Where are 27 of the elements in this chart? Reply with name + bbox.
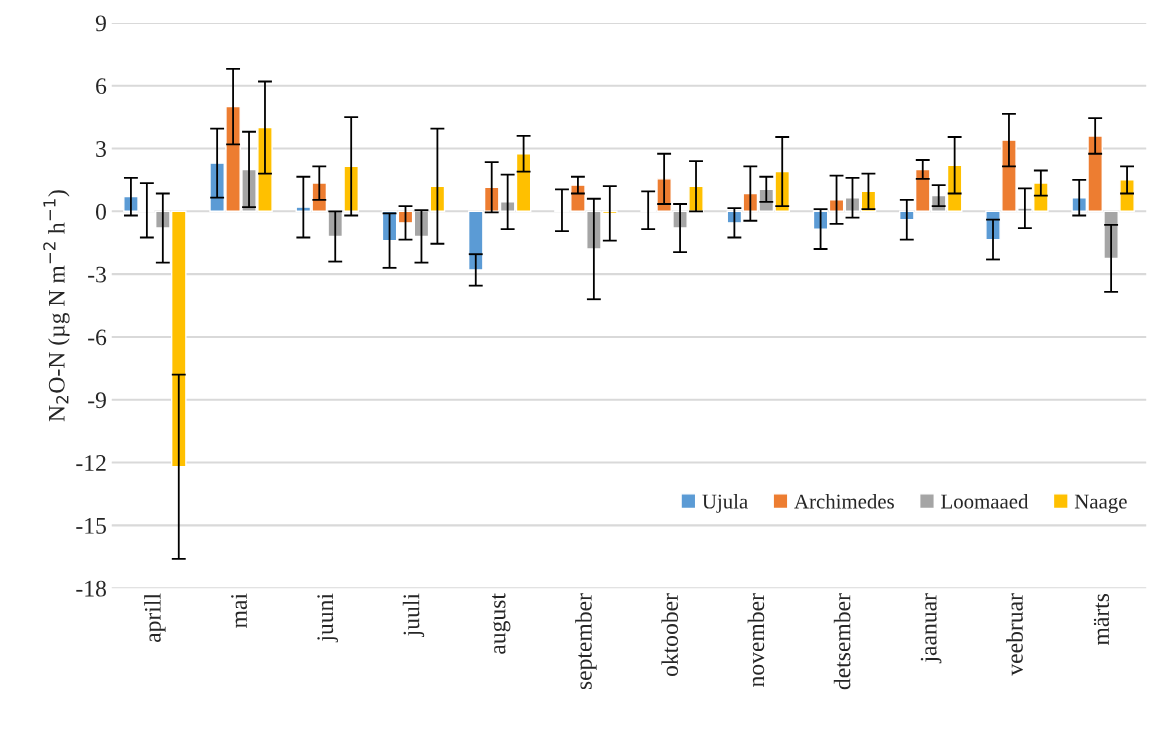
y-tick-label: -12 bbox=[76, 455, 106, 471]
x-tick-label: detsember bbox=[833, 593, 851, 690]
x-tick-label: november bbox=[747, 593, 765, 687]
legend-label: Naage bbox=[1074, 494, 1127, 513]
y-tick-label: 6 bbox=[96, 78, 107, 95]
x-tick-label: jaanuar bbox=[920, 593, 942, 664]
legend-label: Ujula bbox=[702, 493, 748, 513]
y-tick-label: 0 bbox=[95, 203, 106, 220]
x-tick-label: juuli bbox=[402, 593, 425, 638]
legend-label: Archimedes bbox=[794, 493, 894, 509]
y-tick-label: -3 bbox=[88, 266, 106, 283]
x-tick-label: mai bbox=[231, 593, 247, 628]
x-tick-label: aprill bbox=[144, 593, 166, 643]
x-tick-label: september bbox=[575, 593, 597, 690]
y-tick-label: -6 bbox=[88, 329, 107, 346]
y-tick-label: -9 bbox=[88, 392, 106, 409]
y-tick-label: -18 bbox=[76, 580, 106, 597]
y-tick-label: -15 bbox=[76, 517, 106, 534]
x-tick-label: märts bbox=[1093, 593, 1110, 646]
y-axis-title: N$_{2}$O-N (µg N m$^{−2}$ h$^{−1}$) bbox=[43, 190, 70, 422]
y-tick-label: 9 bbox=[95, 15, 106, 32]
legend-label: Loomaaed bbox=[941, 493, 1029, 509]
x-tick-label: veebruar bbox=[1006, 593, 1023, 676]
x-tick-label: oktoober bbox=[661, 593, 679, 677]
y-tick-label: 3 bbox=[96, 141, 106, 157]
x-tick-label: august bbox=[492, 593, 511, 654]
x-tick-label: juuni bbox=[317, 593, 338, 643]
